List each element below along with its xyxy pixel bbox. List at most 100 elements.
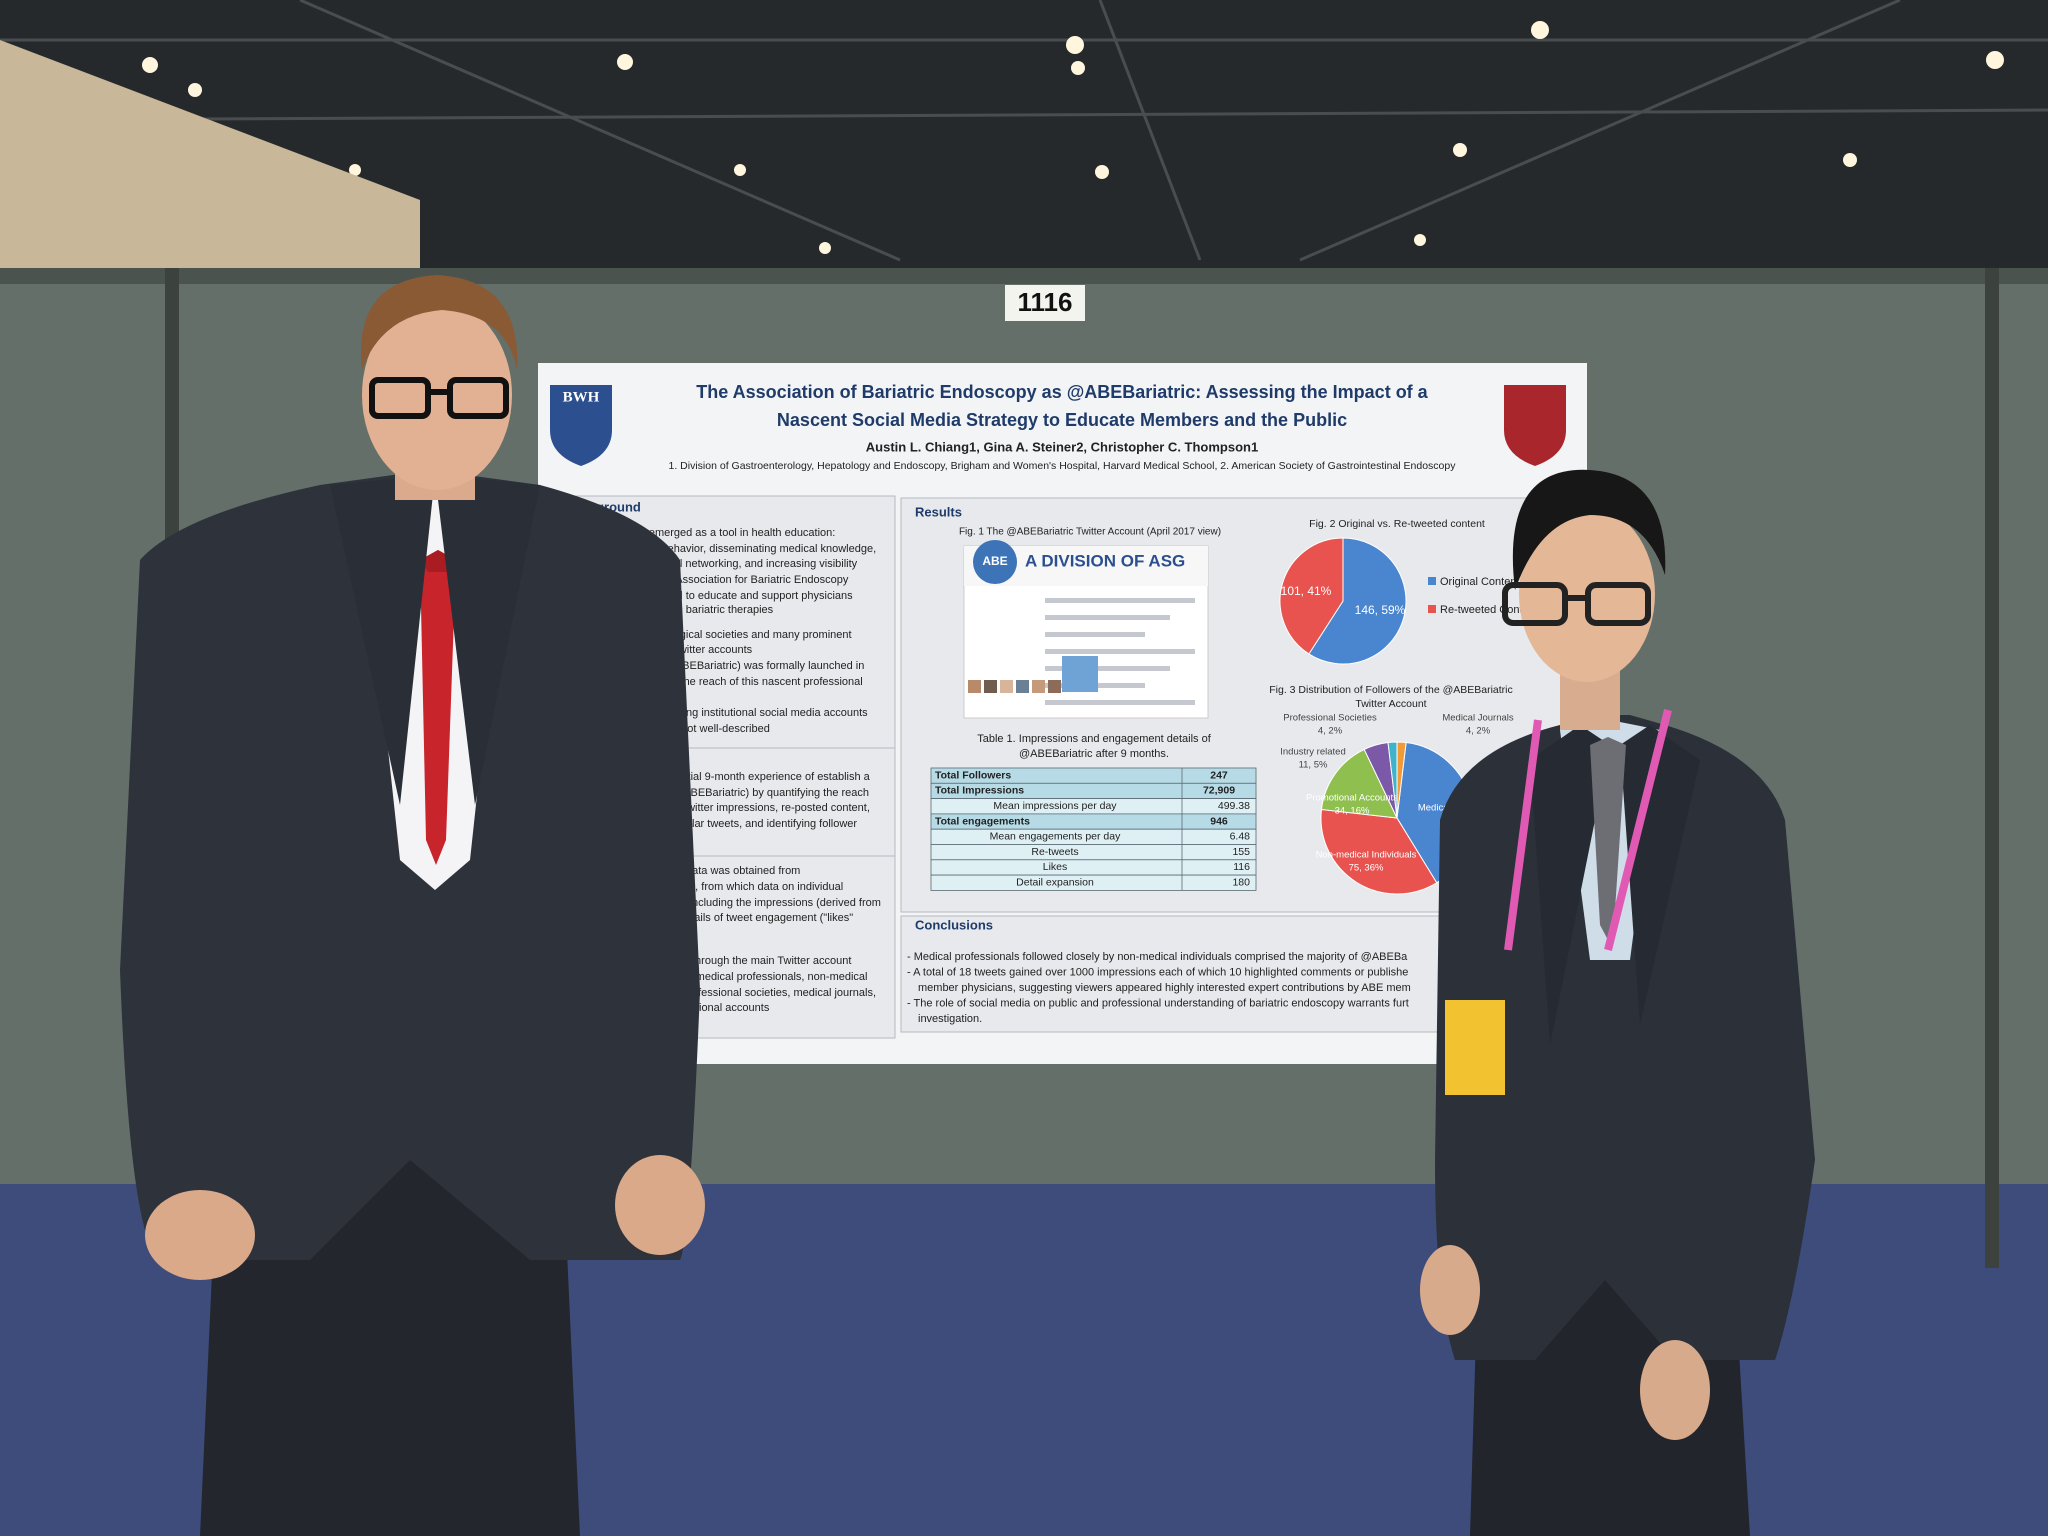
background-line: e not well-described [672, 723, 770, 735]
slice-name: Medical Journals [1442, 713, 1514, 724]
table-cell: 72,909 [1203, 785, 1235, 797]
background-line: ching institutional social media account… [672, 707, 868, 719]
section-heading: Results [915, 504, 962, 519]
figure-caption: Fig. 2 Original vs. Re-tweeted content [1309, 518, 1485, 530]
poster-authors: Austin L. Chiang1, Gina A. Steiner2, Chr… [866, 439, 1258, 454]
background-line: ofessional societies, medical journals, [692, 987, 876, 999]
background-line: m, from which data on individual [686, 881, 843, 893]
table-cell: Total Followers [935, 769, 1011, 781]
slice-name: Industry related [1280, 747, 1345, 758]
background-line: 2015, the Association for Bariatric Endo… [627, 574, 849, 586]
background-line: @ABEBariatric) by quantifying the reach [672, 787, 869, 799]
screenshot-text-block [1045, 632, 1145, 637]
person-right [1420, 469, 1815, 1536]
background-line: -medical professionals, non-medical [692, 971, 867, 983]
conclusion-line: investigation. [918, 1013, 982, 1025]
table-row [930, 844, 1257, 861]
legend-label: Re-tweeted Content [1440, 604, 1538, 616]
pie-slice [1308, 537, 1407, 665]
poster-affiliations: 1. Division of Gastroenterology, Hepatol… [669, 460, 1457, 472]
screenshot-text-block [1045, 598, 1195, 603]
poster-content: The Association of Bariatric Endoscopy a… [548, 382, 1575, 1039]
conclusion-line: member physicians, suggesting viewers ap… [918, 982, 1411, 994]
background-line: details of tweet engagement ("likes" [679, 912, 853, 924]
screenshot-avatar [973, 540, 1017, 584]
slice-label: 11, 5% [1299, 760, 1328, 771]
figure-caption: Fig. 1 The @ABEBariatric Twitter Account… [959, 527, 1221, 538]
slice-name: Professional Societies [1283, 713, 1377, 724]
pie-slice [1320, 808, 1438, 895]
pie-slice [1279, 537, 1344, 655]
screenshot-thumb [984, 680, 997, 693]
conclusion-line: - Medical professionals followed closely… [907, 951, 1408, 963]
background-line: data was obtained from [686, 865, 800, 877]
hall-wall [0, 40, 420, 300]
poster-title: The Association of Bariatric Endoscopy a… [696, 382, 1428, 402]
slice-label: 101, 41% [1281, 584, 1332, 598]
background-line: ional accounts [699, 1002, 770, 1014]
pie-slice [1396, 741, 1407, 819]
background-line: g Twitter impressions, re-posted content… [672, 802, 870, 814]
poster-title: Nascent Social Media Strategy to Educate… [777, 410, 1347, 430]
background-line: (@ABEBariatric) was formally launched in [660, 660, 864, 672]
bwh-logo [550, 385, 612, 466]
table-caption: @ABEBariatric after 9 months. [1019, 748, 1169, 760]
table-cell: 247 [1210, 769, 1228, 781]
slice-label: 4, 2% [1466, 726, 1491, 737]
legend-swatch [1428, 577, 1436, 585]
screenshot-thumb [1016, 680, 1029, 693]
background-line: established to educate and support physi… [627, 590, 853, 602]
screenshot-text-block [1045, 649, 1195, 654]
table-cell: Mean engagements per day [990, 831, 1122, 843]
logo-text: BWH [563, 389, 600, 405]
screenshot-image [1062, 656, 1098, 692]
ceiling-lights [142, 21, 2004, 254]
table-cell: Detail expansion [1016, 877, 1094, 889]
board-frame [0, 268, 2048, 284]
board-post [1985, 268, 1999, 1268]
slice-label: 75, 36% [1349, 863, 1384, 874]
table-cell: Total engagements [935, 815, 1030, 827]
slice-name: Promotional Accounts [1306, 793, 1398, 804]
screenshot-text-block [1045, 615, 1170, 620]
slice-name: Non-medical Individuals [1316, 850, 1417, 861]
figure-caption: Twitter Account [1355, 698, 1426, 710]
screenshot-text-block [1045, 666, 1170, 671]
pie-slice [1320, 748, 1398, 819]
person-left [120, 275, 705, 1536]
table-cell: 6.48 [1230, 831, 1251, 843]
legend-label: Original Content [1440, 576, 1520, 588]
background-line: lar tweets, and identifying follower [692, 818, 857, 830]
table-cell: Re-tweets [1031, 846, 1078, 858]
truss [0, 0, 2048, 262]
table-cell: Mean impressions per day [993, 800, 1117, 812]
screenshot-banner-text: A DIVISION OF ASG [1025, 551, 1185, 570]
screenshot-thumb [1048, 680, 1061, 693]
table-cell: 499.38 [1218, 800, 1250, 812]
background-line: ncluding the impressions (derived from [692, 897, 881, 909]
conclusion-line: - A total of 18 tweets gained over 1000 … [907, 966, 1408, 978]
background-line: ment the reach of this nascent professio… [653, 676, 863, 688]
background-line: nitial 9-month experience of establish a [679, 771, 871, 783]
conclusion-line: - The role of social media on public and… [907, 997, 1409, 1009]
table-cell: 946 [1210, 815, 1228, 827]
background-line: through the main Twitter account [692, 955, 851, 967]
table-cell: 180 [1232, 877, 1250, 889]
screenshot-thumb [1000, 680, 1013, 693]
slice-label: 4, 2% [1318, 726, 1343, 737]
section-heading: Conclusions [915, 917, 993, 932]
table-row [930, 874, 1257, 891]
slice-label: 146, 59% [1355, 603, 1406, 617]
table-cell: Likes [1043, 861, 1068, 873]
screenshot-thumb [968, 680, 981, 693]
background-line: enterological societies and many promine… [640, 629, 852, 641]
table-cell: Total Impressions [935, 785, 1024, 797]
board-plaque [1005, 285, 1085, 321]
table-caption: Table 1. Impressions and engagement deta… [977, 733, 1212, 745]
board-number: 1116 [1018, 287, 1073, 317]
screenshot-thumb [1032, 680, 1045, 693]
slice-label: 34, 16% [1335, 806, 1370, 817]
table-cell: 116 [1233, 861, 1250, 873]
